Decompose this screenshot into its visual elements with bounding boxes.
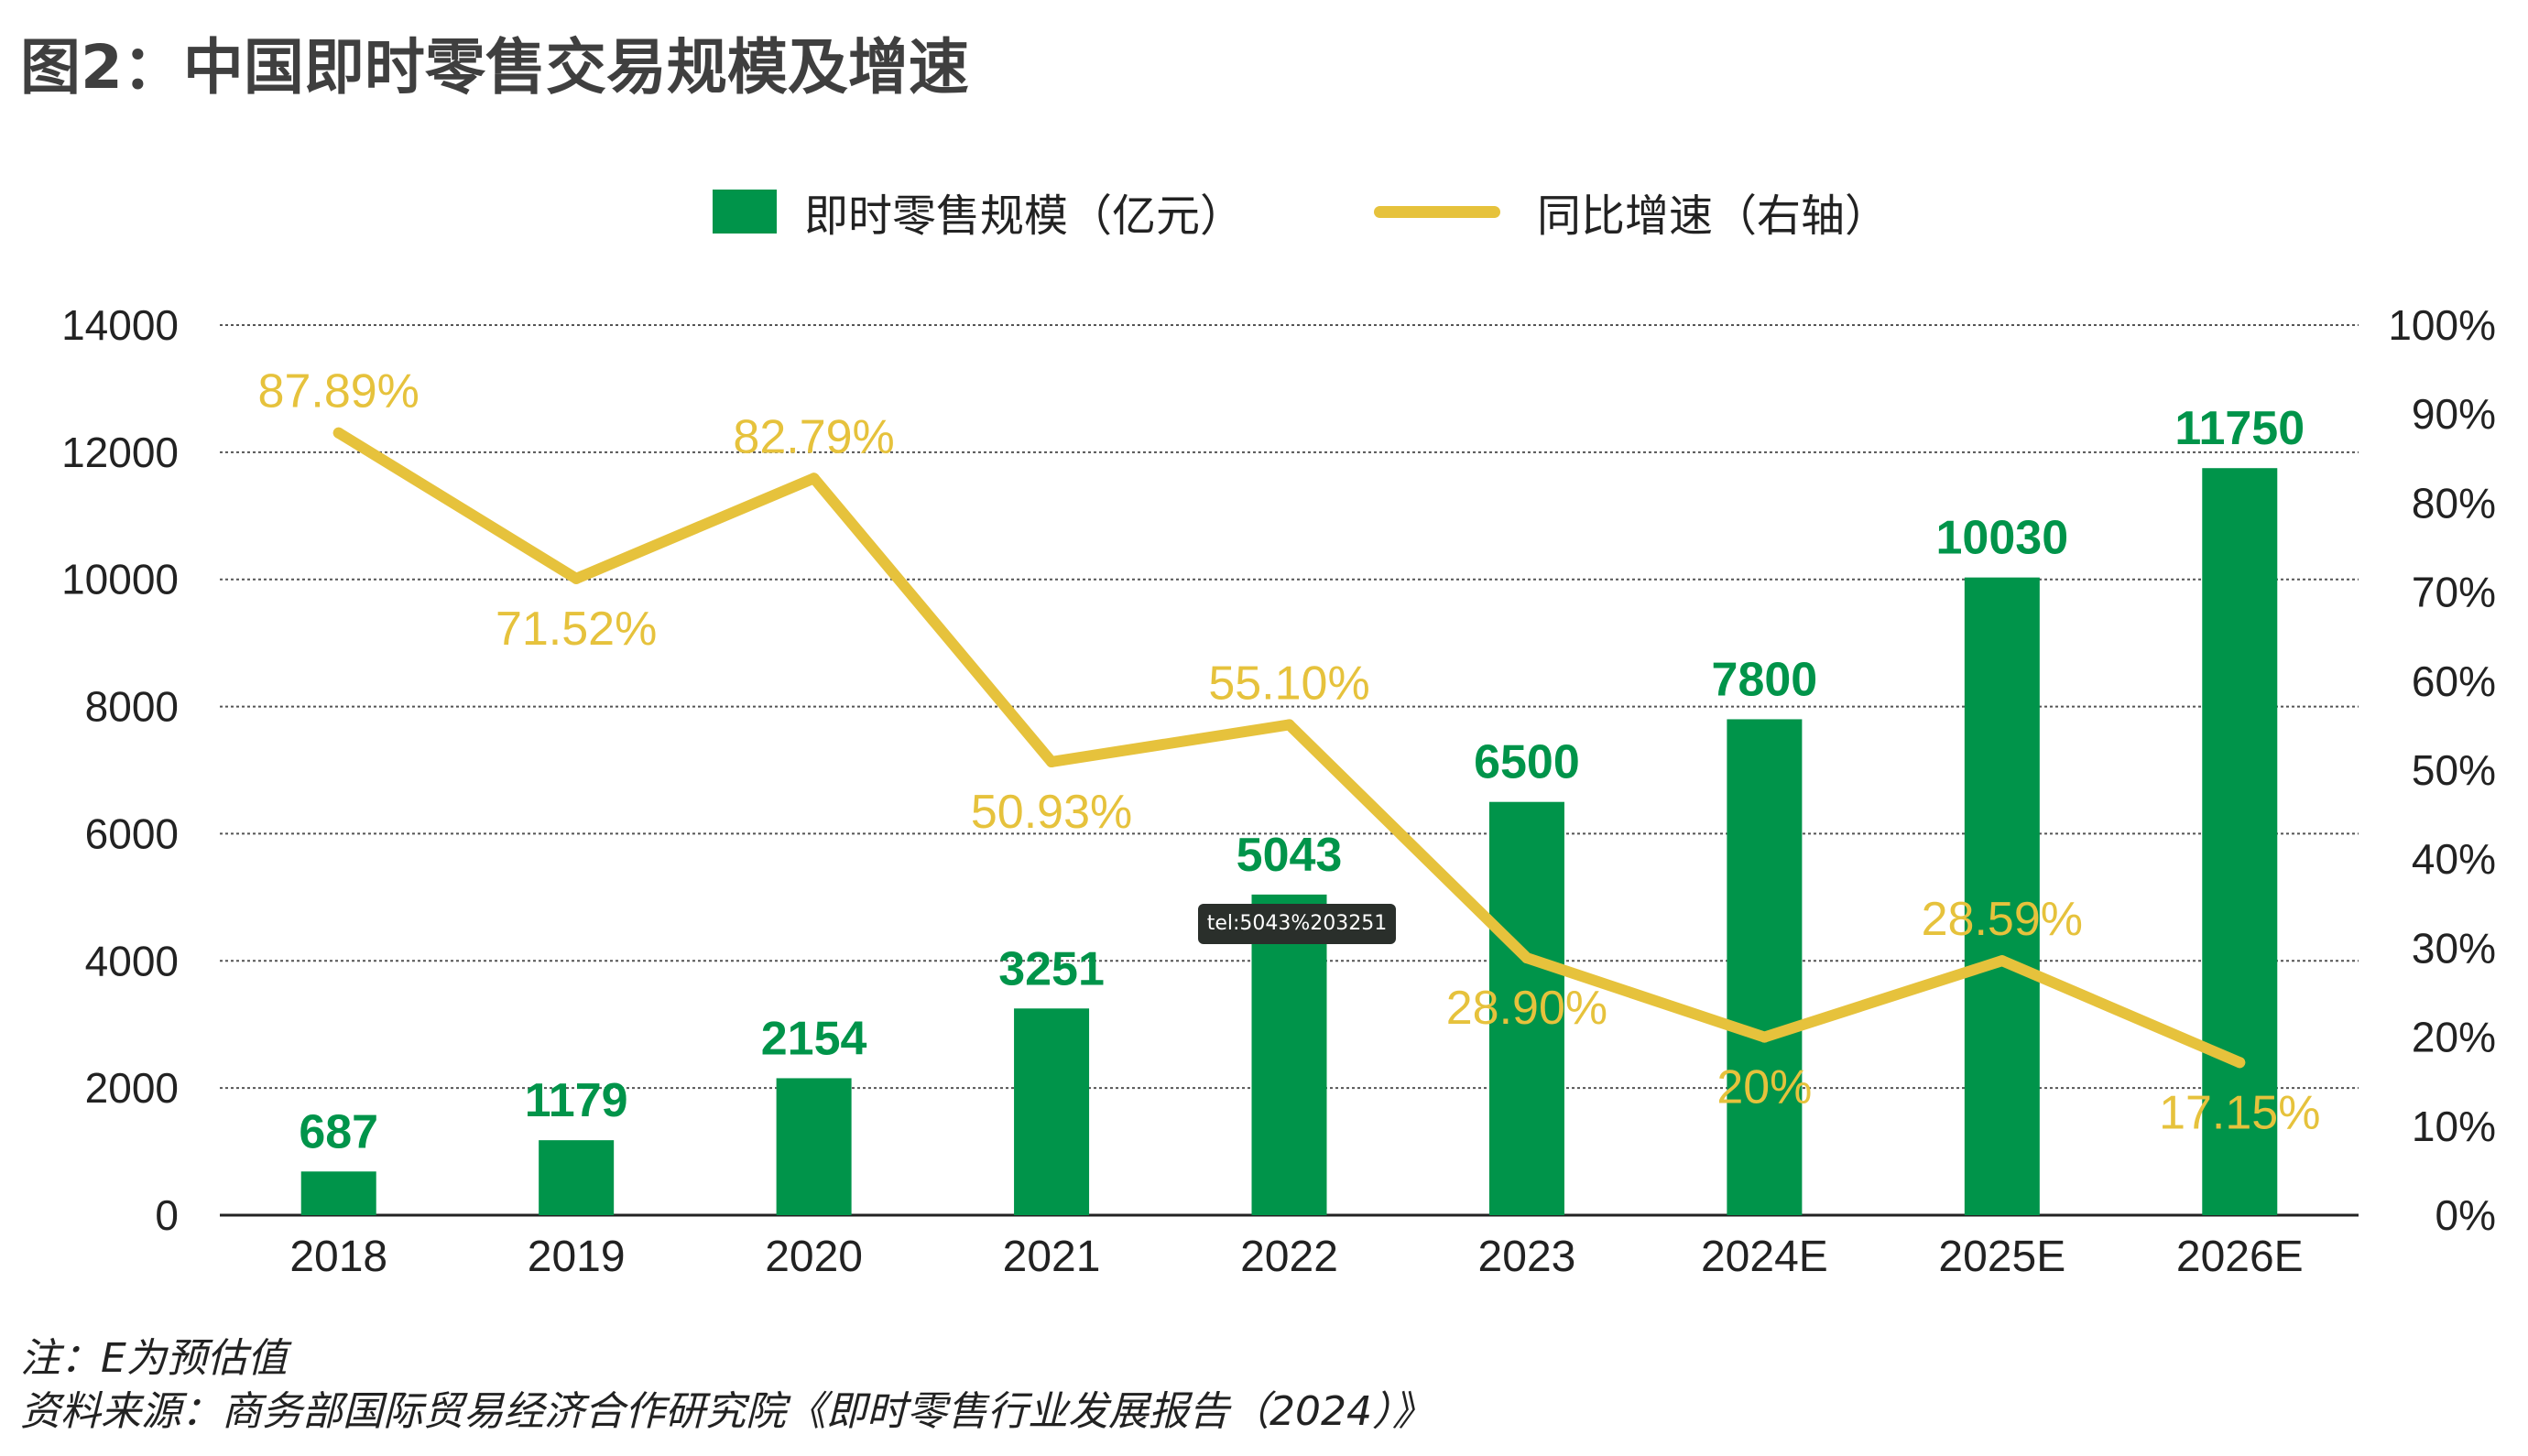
legend: 即时零售规模（亿元） 同比增速（右轴） [0,179,2528,244]
y-right-tick-label: 70% [2412,569,2496,616]
bar [1014,1008,1090,1215]
x-tick-label: 2023 [1478,1233,1576,1281]
y-left-tick-label: 0 [155,1191,179,1239]
line-data-label: 87.89% [258,365,420,418]
line-point [1759,1031,1771,1043]
bar [1964,577,2040,1215]
y-left-tick-label: 6000 [85,809,179,857]
x-tick-label: 2018 [289,1233,387,1281]
y-left-tick-label: 10000 [61,556,179,603]
y-right-tick-label: 40% [2412,835,2496,883]
bar-data-label: 687 [299,1105,378,1158]
line-data-label: 50.93% [971,786,1132,839]
source-text: 资料来源：商务部国际贸易经济合作研究院《即时零售行业发展报告（2024）》 [20,1388,1433,1435]
bar-data-label: 2154 [761,1012,867,1065]
bar-data-label: 10030 [1936,512,2069,565]
bar [539,1140,615,1215]
line-point [332,427,344,439]
line-data-label: 82.79% [733,410,894,463]
line-point [1283,719,1295,731]
y-right-tick-label: 10% [2412,1103,2496,1150]
line-data-label: 28.59% [1922,893,2083,946]
x-tick-label: 2019 [528,1233,626,1281]
y-left-tick-label: 4000 [85,937,179,984]
bar-data-label: 3251 [998,942,1105,995]
y-left-tick-label: 2000 [85,1064,179,1112]
line-point [1996,955,2008,967]
line-point [2234,1057,2246,1069]
bar-data-label: 7800 [1712,653,1818,706]
bar-data-label: 1179 [525,1074,628,1127]
y-left-tick-label: 8000 [85,683,179,731]
legend-item-bar: 即时零售规模（亿元） [713,179,1244,244]
y-left-tick-label: 12000 [61,429,179,476]
line-point [1046,755,1058,767]
x-tick-label: 2024E [1701,1233,1828,1281]
line-data-label: 20% [1716,1061,1812,1114]
y-left-tick-label: 14000 [61,301,179,349]
y-right-tick-label: 20% [2412,1014,2496,1061]
bar-data-label: 11750 [2174,402,2305,455]
legend-line-swatch-icon [1374,205,1500,218]
note-text: 注：E为预估值 [20,1335,288,1382]
x-tick-label: 2026E [2176,1233,2304,1281]
y-right-tick-label: 0% [2435,1191,2496,1239]
y-right-tick-label: 90% [2412,390,2496,438]
y-right-tick-label: 30% [2412,924,2496,972]
bar [776,1078,852,1215]
x-tick-label: 2025E [1938,1233,2065,1281]
line-point [1520,952,1532,964]
bar [1251,894,1327,1215]
bar [1488,801,1564,1215]
bar-data-label: 6500 [1474,736,1580,789]
bar-data-label: 5043 [1237,829,1343,882]
line-data-label: 55.10% [1208,657,1369,710]
legend-item-line: 同比增速（右轴） [1374,179,1889,244]
line-point [808,473,820,484]
x-tick-label: 2020 [765,1233,863,1281]
x-tick-label: 2022 [1240,1233,1338,1281]
line-point [571,572,583,584]
y-right-tick-label: 80% [2412,479,2496,527]
y-right-tick-label: 50% [2412,746,2496,794]
bar [300,1171,376,1215]
bar [2202,468,2278,1215]
chart-title: 图2：中国即时零售交易规模及增速 [20,32,969,103]
y-right-tick-label: 100% [2388,301,2496,349]
legend-bar-swatch-icon [713,190,777,234]
legend-bar-label: 即时零售规模（亿元） [804,190,1245,242]
bar [1727,719,1803,1215]
tooltip: tel:5043%203251 [1198,904,1396,944]
notes: 注：E为预估值 资料来源：商务部国际贸易经济合作研究院《即时零售行业发展报告（2… [20,1332,1433,1439]
legend-line-label: 同比增速（右轴） [1537,190,1890,242]
x-tick-label: 2021 [1003,1233,1101,1281]
line-data-label: 71.52% [496,603,657,656]
line-data-label: 17.15% [2159,1086,2320,1139]
y-right-tick-label: 60% [2412,657,2496,705]
line-data-label: 28.90% [1446,982,1607,1035]
